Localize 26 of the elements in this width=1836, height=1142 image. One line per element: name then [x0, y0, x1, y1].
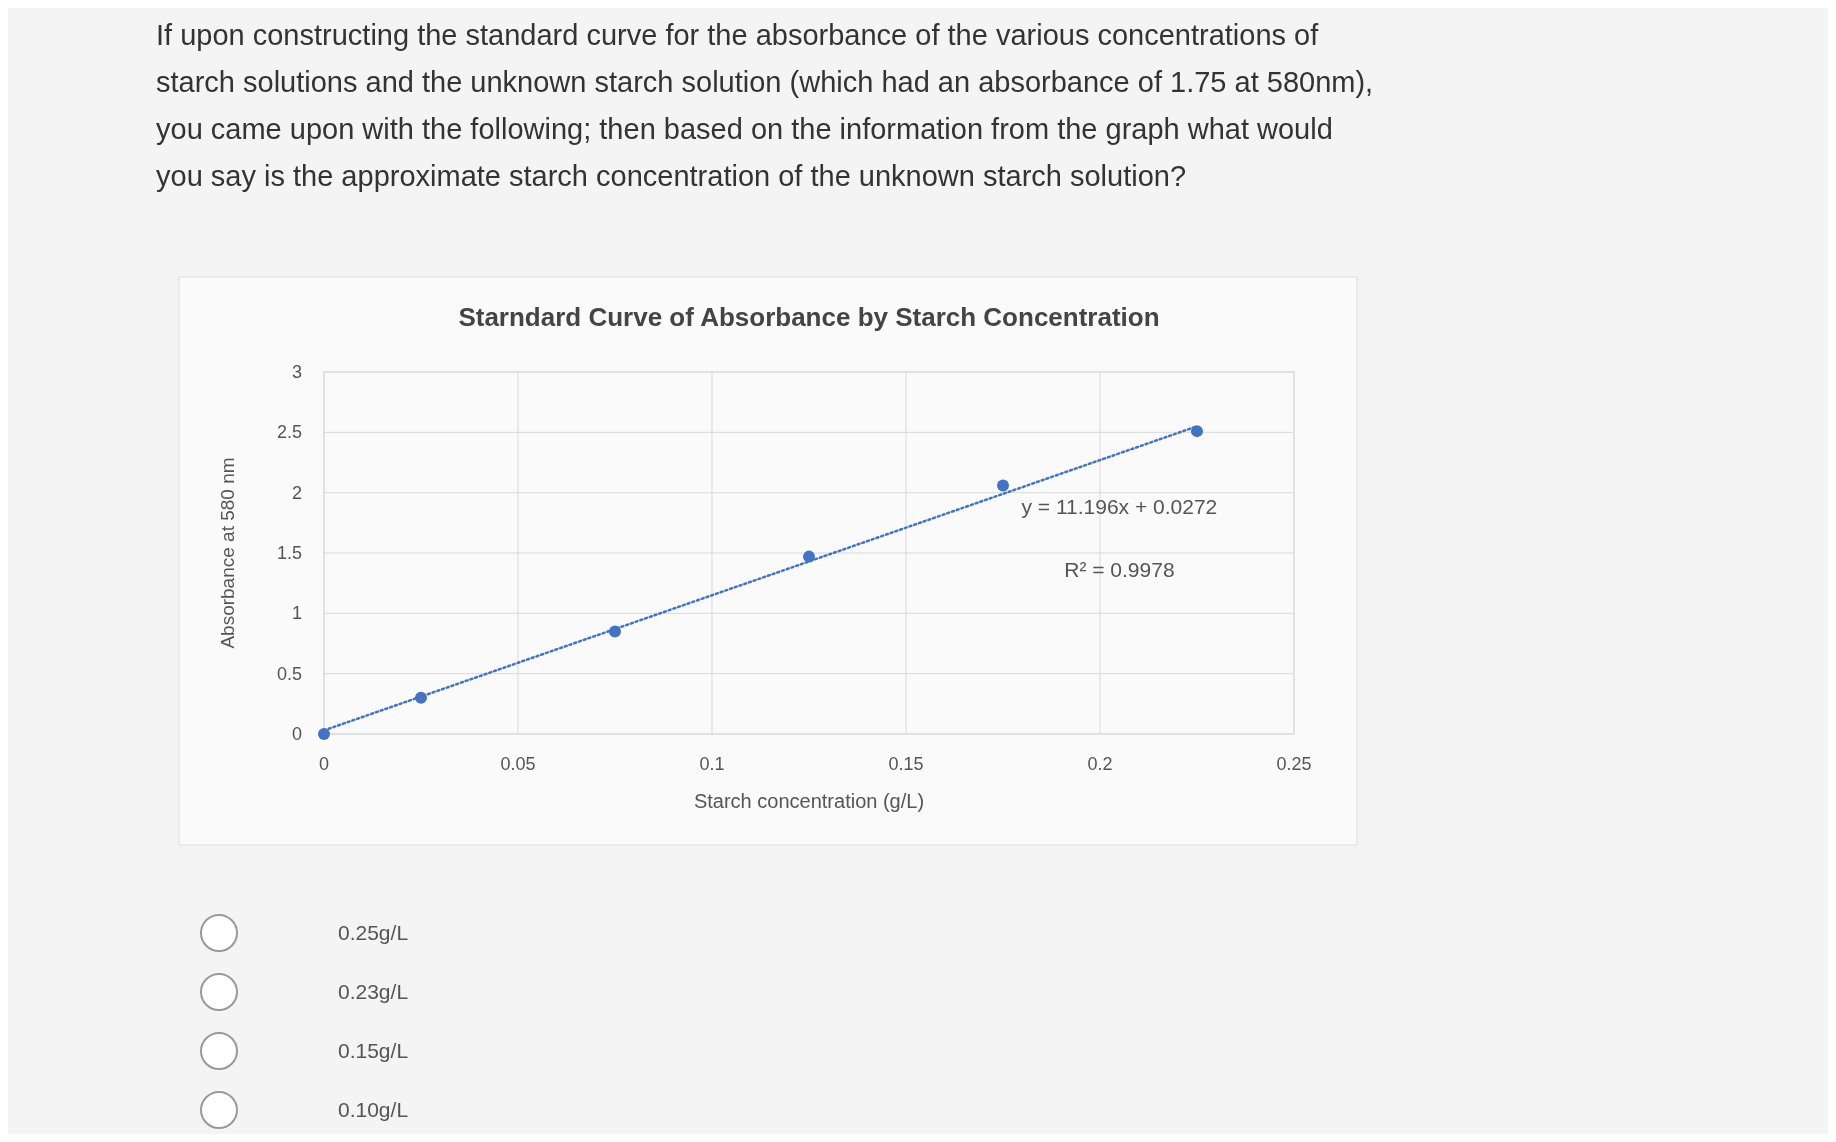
x-tick-label: 0.2 [1087, 754, 1113, 774]
y-tick-label: 3 [291, 362, 302, 382]
x-tick-label: 0.25 [1276, 754, 1312, 774]
x-tick-label: 0.05 [500, 754, 536, 774]
y-axis-title: Absorbance at 580 nm [217, 457, 238, 649]
point [997, 479, 1009, 492]
text: 0.10g/L [338, 1098, 409, 1122]
text: 0.25g/L [338, 921, 409, 945]
point [318, 728, 330, 740]
text: If upon constructing the standard curve for the absorbance of the various concentrations of starch solutions and the unknown starch solution (which had an absorbance of 1.75 at 580nm), you came upon with the following; then based on the information from the graph what would you say is the approximate starch concentration of the unknown starch solution? [156, 18, 1375, 194]
y-tick-label: 2 [291, 482, 302, 503]
y-tick-label: 0 [291, 724, 302, 744]
text: 0.23g/L [338, 980, 409, 1004]
x-tick-label: 0.1 [699, 754, 725, 774]
annotation: R² = 0.9978 [1064, 558, 1175, 582]
x-axis-title: Starch concentration (g/L) [693, 790, 925, 812]
y-tick-label: 1 [291, 603, 302, 624]
chart-title: Starndard Curve of Absorbance by Starch Concentration [458, 302, 1160, 332]
y-tick-label: 2.5 [276, 422, 302, 443]
y-tick-label: 0.5 [276, 663, 302, 684]
y-tick-label: 1.5 [276, 543, 302, 563]
point [1191, 425, 1203, 438]
annotation: y = 11.196x + 0.0272 [1021, 495, 1218, 519]
x-tick-label: 0.15 [888, 754, 924, 774]
text: 0.15g/L [338, 1039, 409, 1063]
x-tick-label: 0 [318, 754, 330, 774]
